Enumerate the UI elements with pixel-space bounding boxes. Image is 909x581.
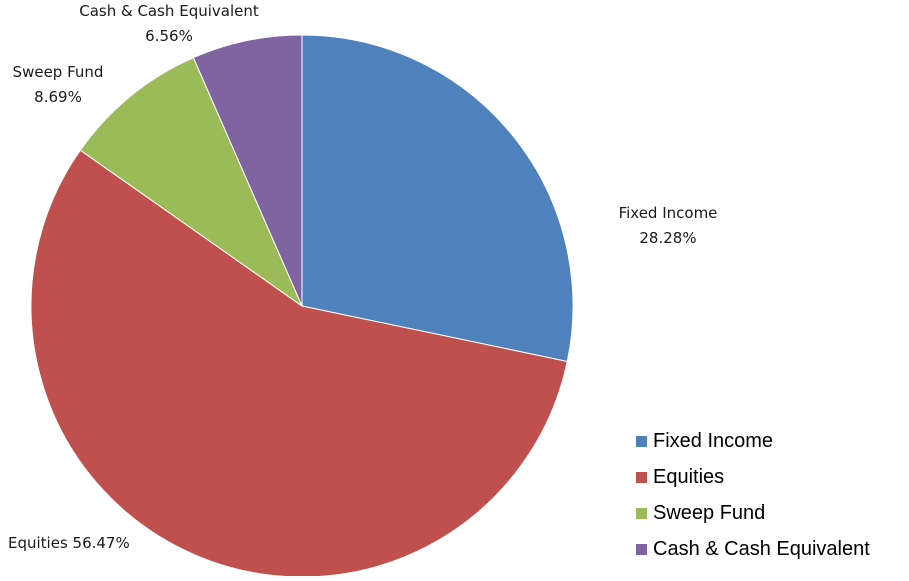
slice-label-line: Cash & Cash Equivalent: [79, 2, 259, 20]
slice-label-line: Sweep Fund: [13, 63, 104, 81]
legend-label-sweep-fund: Sweep Fund: [653, 501, 766, 524]
legend-swatch-cash-and-cash-equivalent: [636, 543, 647, 555]
pie-slice-equities: [30, 149, 568, 578]
chart-legend: Fixed Income Equities Sweep Fund Cash & …: [636, 423, 909, 567]
legend-swatch-sweep-fund: [636, 507, 647, 519]
slice-label-cash-and-cash-equivalent: Cash & Cash Equivalent 6.56%: [79, 2, 259, 45]
pie-slice-labels: Fixed Income 28.28% Equities 56.47% Sweep F…: [8, 2, 717, 552]
legend-item-cash-and-cash-equivalent: Cash & Cash Equivalent: [636, 531, 909, 567]
pie-slice-fixed-income: [301, 34, 574, 363]
legend-swatch-equities: [636, 471, 647, 483]
legend-item-equities: Equities: [636, 459, 909, 495]
slice-label-line: 6.56%: [145, 27, 193, 45]
legend-item-sweep-fund: Sweep Fund: [636, 495, 909, 531]
legend-item-fixed-income: Fixed Income: [636, 423, 909, 459]
legend-label-cash-and-cash-equivalent: Cash & Cash Equivalent: [653, 537, 870, 560]
legend-swatch-fixed-income: [636, 435, 647, 447]
pie-slice-sweep-fund: [79, 57, 304, 308]
pie-slices: [30, 34, 574, 578]
legend-label-fixed-income: Fixed Income: [653, 429, 774, 452]
slice-label-sweep-fund: Sweep Fund 8.69%: [13, 63, 104, 106]
legend-label-equities: Equities: [653, 465, 725, 488]
slice-label-fixed-income: Fixed Income 28.28%: [619, 204, 718, 247]
slice-label-line: 8.69%: [34, 88, 82, 106]
slice-label-line: Equities 56.47%: [8, 534, 130, 552]
slice-label-line: 28.28%: [639, 229, 696, 247]
slice-label-line: Fixed Income: [619, 204, 718, 222]
slice-label-equities: Equities 56.47%: [8, 534, 130, 552]
pie-slice-cash-and-cash-equivalent: [192, 34, 303, 307]
